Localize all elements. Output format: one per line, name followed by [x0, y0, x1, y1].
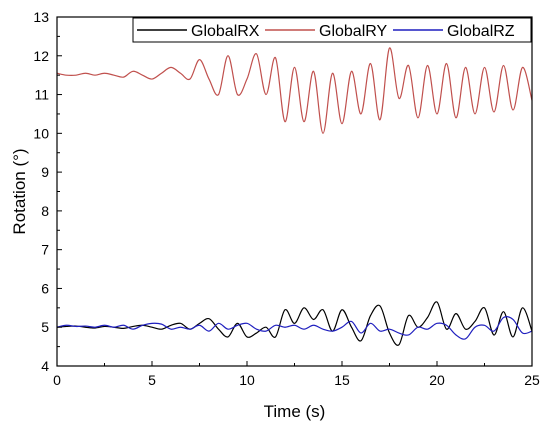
plot-area: [56, 47, 533, 346]
legend-label-globalrx: GlobalRX: [191, 23, 260, 40]
x-tick-label: 5: [148, 372, 156, 388]
legend: GlobalRX GlobalRY GlobalRZ: [132, 17, 532, 43]
y-tick-label: 7: [41, 242, 49, 258]
x-tick-label: 15: [334, 372, 350, 388]
series-line-globalrz: [56, 316, 533, 340]
x-tick-label: 10: [239, 372, 255, 388]
y-tick-label: 12: [33, 48, 49, 64]
y-tick-label: 5: [41, 319, 49, 335]
y-tick-label: 4: [41, 358, 49, 374]
x-tick-label: 0: [53, 372, 61, 388]
series-line-globalry: [56, 47, 533, 134]
x-axis-title: Time (s): [264, 402, 326, 421]
y-axis-title: Rotation (°): [10, 148, 29, 234]
y-tick-label: 13: [33, 9, 49, 25]
y-tick-label: 10: [33, 125, 49, 141]
legend-label-globalrz: GlobalRZ: [447, 23, 515, 40]
series-line-globalrx: [56, 301, 533, 346]
legend-box: [132, 17, 532, 43]
legend-label-globalry: GlobalRY: [319, 23, 388, 40]
plot-frame: [56, 16, 533, 367]
y-tick-label: 8: [41, 203, 49, 219]
x-tick-label: 25: [524, 372, 540, 388]
y-tick-label: 11: [34, 87, 49, 103]
y-tick-label: 9: [41, 164, 49, 180]
x-tick-label: 20: [429, 372, 445, 388]
y-tick-label: 6: [41, 280, 49, 296]
axes: 0 5 10 15 20 25 4 5 6 7 8 9 10 11 12 13 Time (s) Rotation…: [10, 9, 540, 421]
